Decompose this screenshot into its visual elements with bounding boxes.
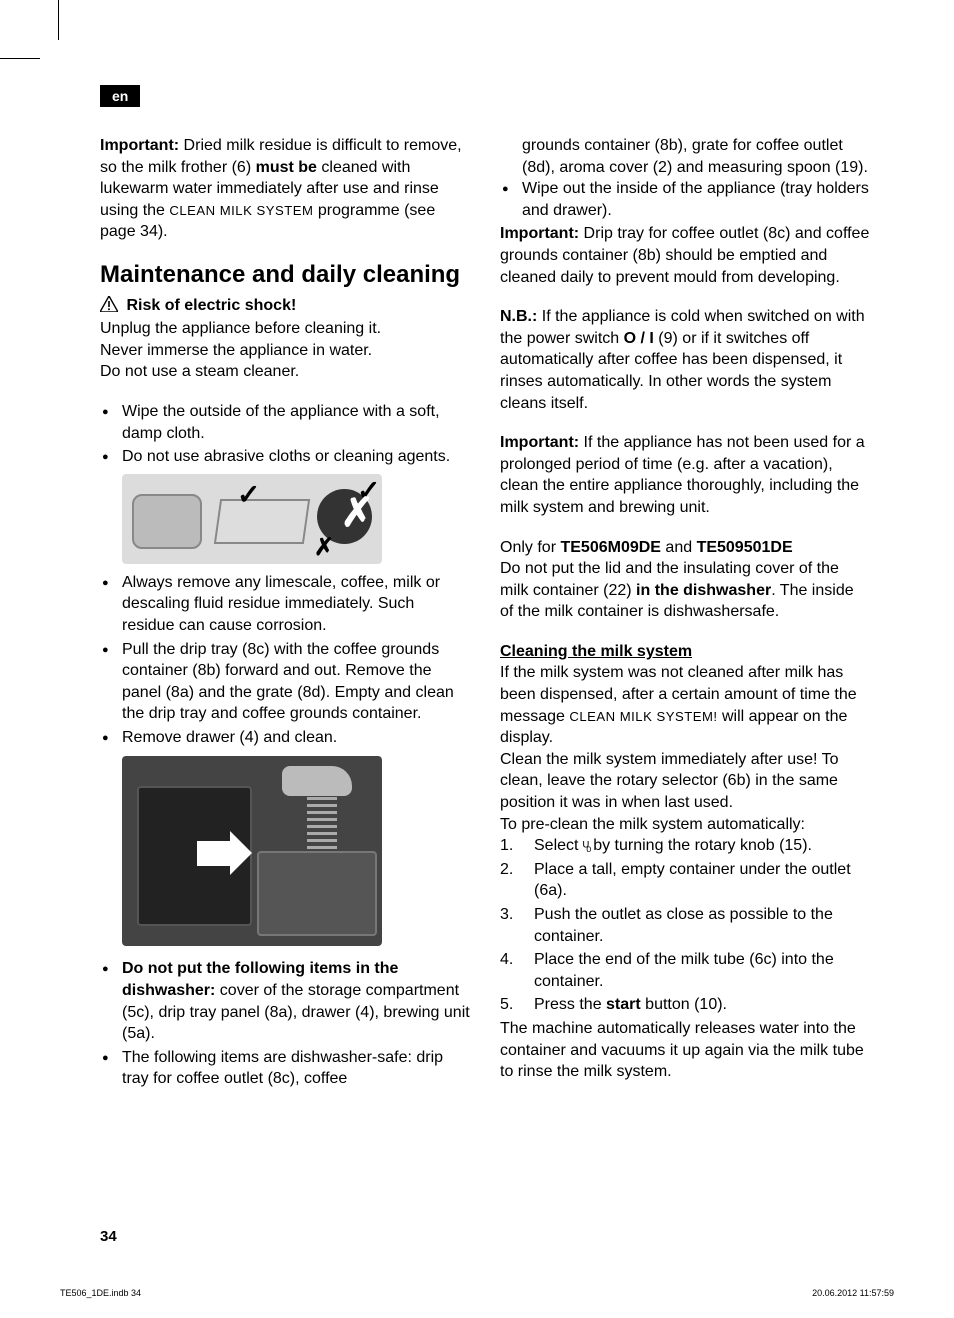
x-icon: ✗ [314,532,334,564]
check-icon: ✓ [237,476,260,514]
bullet-list-2: Always remove any limescale, coffee, mil… [100,572,470,749]
arrow-icon [197,841,232,866]
milk-system-p3: To pre-clean the milk system automatical… [500,814,870,836]
bullet-item: Do not put the following items in the di… [100,958,470,1044]
step-item: 1.Select ᵁ₀ by turning the rotary knob (… [500,835,870,857]
steps-list: 1.Select ᵁ₀ by turning the rotary knob (… [500,835,870,1016]
footer: TE506_1DE.indb 34 20.06.2012 11:57:59 [60,1288,894,1298]
continuation-text: grounds container (8b), grate for coffee… [500,135,870,178]
step-item: 4.Place the end of the milk tube (6c) in… [500,949,870,992]
left-column: Important: Dried milk residue is difficu… [100,135,470,1092]
risk-line-3: Do not use a steam cleaner. [100,361,470,383]
important-paragraph-1: Important: Dried milk residue is difficu… [100,135,470,243]
step-item: 2.Place a tall, empty container under th… [500,859,870,902]
important-paragraph-3: Important: If the appliance has not been… [500,432,870,518]
bullet-list-3: Do not put the following items in the di… [100,958,470,1090]
drawer-illustration [122,756,382,946]
important-paragraph-2: Important: Drip tray for coffee outlet (… [500,223,870,288]
nb-paragraph: N.B.: If the appliance is cold when swit… [500,306,870,414]
bullet-item: Always remove any limescale, coffee, mil… [100,572,470,637]
bullet-item: Do not use abrasive cloths or cleaning a… [100,446,470,468]
footer-right: 20.06.2012 11:57:59 [812,1288,894,1298]
page-number: 34 [100,1228,117,1245]
milk-system-heading: Cleaning the milk system [500,641,870,663]
bullet-item: Wipe out the inside of the appliance (tr… [500,178,870,221]
milk-system-final: The machine automatically releases water… [500,1018,870,1083]
risk-warning: Risk of electric shock! [100,295,470,319]
step-item: 3.Push the outlet as close as possible t… [500,904,870,947]
bullet-list-4: Wipe out the inside of the appliance (tr… [500,178,870,221]
section-heading-maintenance: Maintenance and daily cleaning [100,261,470,289]
risk-line-1: Unplug the appliance before cleaning it. [100,318,470,340]
bullet-item: The following items are dishwasher-safe:… [100,1047,470,1090]
important-label: Important: [100,137,179,154]
bullet-item: Pull the drip tray (8c) with the coffee … [100,639,470,725]
warning-icon [100,296,118,319]
bullet-item: Remove drawer (4) and clean. [100,727,470,749]
footer-left: TE506_1DE.indb 34 [60,1288,141,1298]
cleaning-illustration-1: ✓ ✓ ✗ ✗ [122,474,382,564]
page-content: en Important: Dried milk residue is diff… [100,85,870,1245]
milk-system-p1: If the milk system was not cleaned after… [500,662,870,748]
bullet-list-1: Wipe the outside of the appliance with a… [100,401,470,468]
milk-system-p2: Clean the milk system immediately after … [500,749,870,814]
bullet-item: Wipe the outside of the appliance with a… [100,401,470,444]
language-badge: en [100,85,140,107]
step-item: 5.Press the start button (10). [500,994,870,1016]
risk-line-2: Never immerse the appliance in water. [100,340,470,362]
only-for-text: Do not put the lid and the insulating co… [500,558,870,623]
right-column: grounds container (8b), grate for coffee… [500,135,870,1092]
x-icon: ✗ [340,486,374,540]
only-for-paragraph: Only for TE506M09DE and TE509501DE [500,537,870,559]
